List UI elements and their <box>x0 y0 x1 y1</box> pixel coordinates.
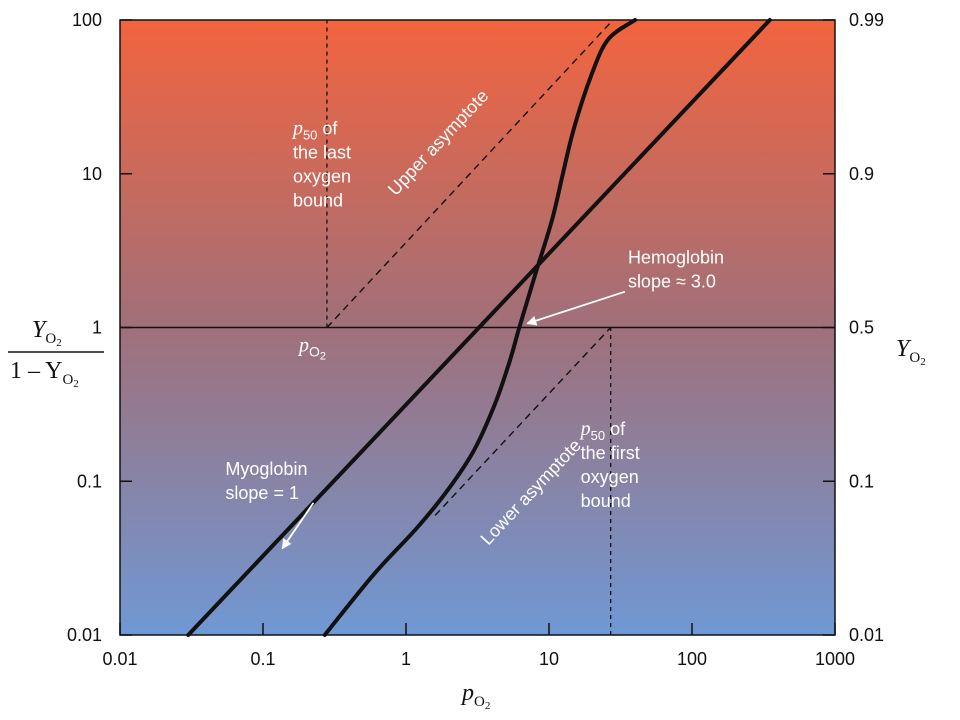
svg-text:the first: the first <box>581 443 640 463</box>
y-label-den-sub: O <box>62 372 73 388</box>
annotation-po2-marker: pO2 <box>297 335 326 363</box>
myoglobin-arrow <box>281 502 315 550</box>
y-right-tick-label: 0.99 <box>849 10 884 30</box>
y-left-tick-label: 0.1 <box>77 471 102 491</box>
hemoglobin-arrow <box>526 290 626 326</box>
svg-text:pO2: pO2 <box>297 335 326 363</box>
x-tick-label: 10 <box>539 649 559 669</box>
svg-text:slope = 1: slope = 1 <box>225 483 299 503</box>
svg-text:Hemoglobin: Hemoglobin <box>628 248 724 268</box>
svg-text:YO2: YO2 <box>32 317 62 349</box>
x-tick-label: 100 <box>677 649 707 669</box>
y-label-numerator: Y <box>32 317 48 343</box>
svg-text:slope ≈ 3.0: slope ≈ 3.0 <box>628 272 716 292</box>
svg-text:p50 of: p50 of <box>579 418 626 443</box>
svg-text:oxygen: oxygen <box>581 467 639 487</box>
series-myoglobin <box>186 18 772 637</box>
y-left-tick-label: 100 <box>72 10 102 30</box>
y-right-tick-label: 0.01 <box>849 625 884 645</box>
y-right-tick-label: 0.9 <box>849 164 874 184</box>
svg-text:bound: bound <box>293 191 343 211</box>
y-right-subsub: 2 <box>920 356 926 368</box>
annotation-myoglobin: Myoglobin slope = 1 <box>225 459 307 503</box>
series-lower-asymptote <box>434 327 612 516</box>
svg-text:1 – YO2: 1 – YO2 <box>10 358 79 390</box>
y-right-tick-label: 0.1 <box>849 471 874 491</box>
svg-text:oxygen: oxygen <box>293 167 351 187</box>
y-label-denominator: 1 – Y <box>10 358 62 384</box>
y-right-main: Y <box>896 336 912 362</box>
y-right-sub: O <box>909 350 920 366</box>
annotation-hemoglobin: Hemoglobin slope ≈ 3.0 <box>628 248 724 292</box>
y-axis-left-label: YO2 1 – YO2 <box>8 317 104 390</box>
x-tick-label: 1 <box>401 649 411 669</box>
ticks-layer: 0.01 0.1 1 10 100 1000 0.01 0.1 1 10 100 0.01 0.1 0.5… <box>67 10 884 669</box>
x-tick-label: 1000 <box>815 649 855 669</box>
y-label-num-sub: O <box>45 331 56 347</box>
x-tick-label: 0.01 <box>102 649 137 669</box>
x-label-subsub: 2 <box>485 700 491 712</box>
svg-text:bound: bound <box>581 491 631 511</box>
series-upper-asymptote <box>326 19 614 328</box>
series-hemoglobin <box>322 18 638 637</box>
y-left-tick-label: 1 <box>92 318 102 338</box>
y-left-tick-label: 10 <box>82 164 102 184</box>
y-right-tick-label: 0.5 <box>849 318 874 338</box>
lines-layer <box>120 18 835 637</box>
y-label-num-subsub: 2 <box>56 337 62 349</box>
y-label-den-subsub: 2 <box>73 378 79 390</box>
x-axis-label: pO2 <box>460 680 490 712</box>
y-axis-right-label: YO2 <box>896 336 926 368</box>
x-label-main: p <box>460 680 474 706</box>
y-left-tick-label: 0.01 <box>67 625 102 645</box>
svg-text:the last: the last <box>293 143 351 163</box>
x-tick-label: 0.1 <box>250 649 275 669</box>
x-label-sub: O <box>474 694 485 710</box>
svg-text:Myoglobin: Myoglobin <box>225 459 307 479</box>
svg-text:p50 of: p50 of <box>291 118 338 143</box>
